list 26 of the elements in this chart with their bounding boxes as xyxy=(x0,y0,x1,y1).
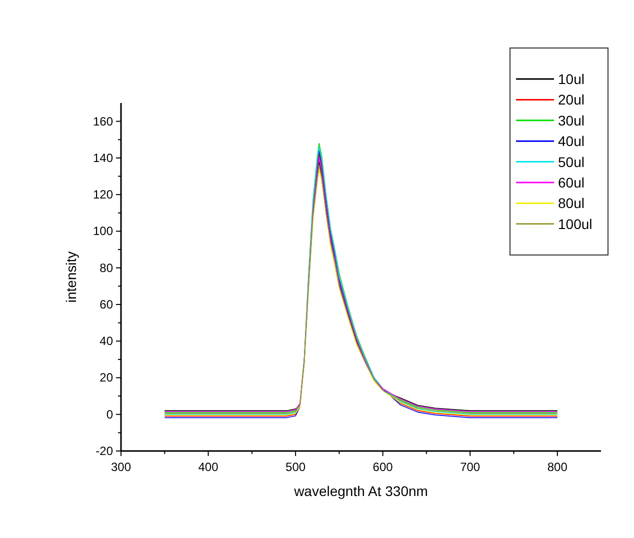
legend-label: 10ul xyxy=(558,71,584,87)
y-tick-label: 20 xyxy=(100,370,114,385)
y-tick-label: 60 xyxy=(100,297,114,312)
x-axis-title: wavelegnth At 330nm xyxy=(293,483,428,499)
legend-label: 40ul xyxy=(558,133,584,150)
x-tick-label: 700 xyxy=(460,460,480,474)
legend-label: 30ul xyxy=(558,112,584,128)
legend-label: 100ul xyxy=(558,216,592,232)
y-tick-label: 80 xyxy=(100,260,114,275)
x-tick-label: 600 xyxy=(372,460,394,474)
x-tick-label: 300 xyxy=(110,460,132,474)
legend-label: 80ul xyxy=(558,195,584,212)
x-tick-label: 400 xyxy=(198,460,219,474)
y-tick-label: 100 xyxy=(92,224,114,238)
x-tick-label: 800 xyxy=(547,460,568,474)
legend-label: 60ul xyxy=(558,174,584,190)
y-tick-label: 160 xyxy=(92,114,114,128)
x-tick-label: 500 xyxy=(286,460,306,474)
y-tick-label: 40 xyxy=(100,334,114,348)
y-tick-label: 0 xyxy=(106,407,114,422)
legend-label: 20ul xyxy=(558,92,584,108)
y-tick-label: 140 xyxy=(92,150,114,165)
y-axis-title: intensity xyxy=(63,251,79,303)
y-tick-label: -20 xyxy=(96,444,114,458)
y-tick-label: 120 xyxy=(92,188,114,202)
legend-label: 50ul xyxy=(558,154,584,170)
